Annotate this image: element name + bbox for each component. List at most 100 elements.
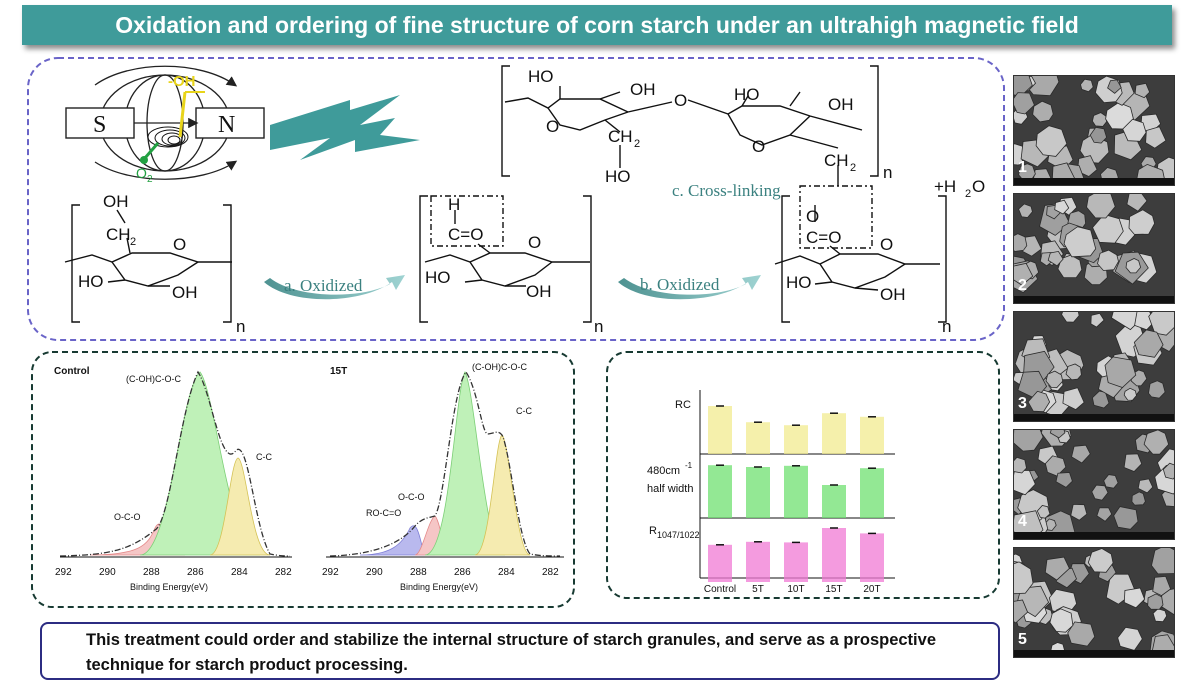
bar-1-Control bbox=[708, 465, 732, 518]
starch-granule bbox=[1070, 503, 1088, 521]
sem-scale-bar bbox=[1014, 650, 1174, 657]
top-ring-o-2: O bbox=[752, 137, 765, 156]
bar-0-15T bbox=[822, 413, 846, 454]
xps-15t-xlabel: Binding Energy(eV) bbox=[400, 582, 478, 592]
xps-15t-main-peak: (C-OH)C-O-C bbox=[472, 362, 527, 372]
ester-ho: HO bbox=[786, 273, 812, 292]
granule-texture bbox=[1014, 76, 1174, 185]
svg-text:2: 2 bbox=[965, 188, 971, 200]
xps-15t-tick-1: 290 bbox=[366, 567, 383, 578]
sem-scale-bar bbox=[1014, 178, 1174, 185]
sem-image-3: 3 bbox=[1013, 311, 1175, 422]
lightning-bolt-icon bbox=[270, 95, 420, 160]
xps-control-label: Control bbox=[54, 366, 90, 377]
starch-granule bbox=[1049, 608, 1074, 633]
starch-granule bbox=[1133, 329, 1164, 358]
xps-15t-tick-5: 282 bbox=[542, 567, 559, 578]
top-oh-1: OH bbox=[630, 80, 656, 99]
xps-control-tick-1: 290 bbox=[99, 567, 116, 578]
ester-c-double-o: C=O bbox=[806, 228, 841, 247]
starch-granule bbox=[1067, 621, 1096, 647]
scheme-border bbox=[27, 57, 1005, 341]
starch-granule bbox=[1125, 258, 1142, 274]
xps-15t-cc-peak: C-C bbox=[516, 406, 532, 416]
top-ho-3: HO bbox=[734, 85, 760, 104]
top-oh-2: OH bbox=[828, 95, 854, 114]
native-ring-o: O bbox=[173, 235, 186, 254]
starch-granule bbox=[1091, 484, 1109, 501]
starch-granule bbox=[1148, 312, 1174, 336]
starch-granule bbox=[1091, 112, 1108, 127]
xps-border bbox=[31, 351, 575, 608]
step-c-label: c. Cross-linking bbox=[672, 181, 781, 200]
starch-granule bbox=[1104, 356, 1137, 388]
starch-granule bbox=[1044, 556, 1070, 581]
sem-image-5: 5 bbox=[1013, 547, 1175, 658]
ester-ring-o: O bbox=[880, 235, 893, 254]
starch-granule bbox=[1014, 92, 1035, 115]
svg-text:2: 2 bbox=[850, 162, 856, 174]
starch-granule bbox=[1049, 430, 1066, 439]
svg-text:-1: -1 bbox=[685, 461, 693, 470]
xps-15t-tick-2: 288 bbox=[410, 567, 427, 578]
sem-scale-bar bbox=[1014, 414, 1174, 421]
starch-granule bbox=[1123, 587, 1146, 609]
granule-texture bbox=[1014, 194, 1174, 303]
sem-image-2: 2 bbox=[1013, 193, 1175, 304]
xps-control-main-peak: (C-OH)C-O-C bbox=[126, 374, 181, 384]
starch-granule bbox=[1014, 233, 1028, 252]
granule-texture bbox=[1014, 548, 1174, 657]
bar-1-20T bbox=[860, 468, 884, 518]
water-label: +H bbox=[934, 177, 956, 196]
starch-granule bbox=[1063, 226, 1097, 258]
starch-granule bbox=[1055, 472, 1073, 488]
starch-granule bbox=[1087, 548, 1114, 573]
sem-number-5: 5 bbox=[1018, 631, 1027, 648]
starch-granule bbox=[1148, 380, 1166, 399]
xps-15t-plot: 15T (C-OH)C-O-C C-C O-C-O RO-C=O 292 290… bbox=[322, 362, 564, 592]
native-ch2: CH bbox=[106, 225, 131, 244]
starch-granule bbox=[1047, 250, 1064, 267]
xps-control-tick-3: 286 bbox=[187, 567, 204, 578]
bar-2-5T bbox=[746, 541, 770, 582]
bar-chart-panel: RC 480cm -1 half width R 1047/1022 Contr… bbox=[606, 351, 1000, 599]
starch-granule bbox=[1143, 430, 1170, 455]
sem-image-4: 4 bbox=[1013, 429, 1175, 540]
starch-granule bbox=[1090, 312, 1105, 328]
starch-granule bbox=[1062, 387, 1085, 411]
native-ho: HO bbox=[78, 272, 104, 291]
ester-o: O bbox=[806, 207, 819, 226]
starch-granule bbox=[1092, 213, 1124, 244]
starch-granule bbox=[1061, 312, 1080, 323]
xps-15t-roco-peak: RO-C=O bbox=[366, 508, 401, 518]
starch-granule bbox=[1077, 155, 1098, 177]
starch-granule bbox=[1057, 254, 1083, 279]
xps-15t-tick-0: 292 bbox=[322, 567, 339, 578]
conclusion-text: This treatment could order and stabilize… bbox=[86, 631, 936, 674]
starch-granule bbox=[1014, 561, 1034, 595]
top-ch2-1: CH bbox=[608, 127, 633, 146]
starch-granule bbox=[1131, 491, 1146, 506]
halfwidth-axis-label-2: half width bbox=[647, 483, 693, 495]
starch-granule bbox=[1086, 194, 1116, 219]
reaction-scheme-panel: S N -OH O 2 HO bbox=[27, 57, 1005, 341]
xps-15t-tick-4: 284 bbox=[498, 567, 515, 578]
sem-number-4: 4 bbox=[1018, 513, 1027, 530]
starch-granule bbox=[1080, 78, 1094, 93]
bar-1-10T bbox=[784, 465, 808, 518]
ester-oh: OH bbox=[880, 285, 906, 304]
starch-granule bbox=[1137, 478, 1154, 494]
starch-granule bbox=[1097, 249, 1119, 271]
top-ch2-2: CH bbox=[824, 151, 849, 170]
starch-granule bbox=[1147, 593, 1164, 610]
oxidized-arrow-b bbox=[618, 275, 761, 300]
native-oh-primary: OH bbox=[103, 192, 129, 211]
starch-granule bbox=[1045, 370, 1064, 389]
aldehyde-h: H bbox=[448, 195, 460, 214]
conclusion-box: This treatment could order and stabilize… bbox=[40, 622, 1000, 680]
step-a-label: a. Oxidized bbox=[284, 276, 363, 295]
starch-granule bbox=[1054, 199, 1070, 215]
aldehyde-n: n bbox=[594, 317, 603, 336]
x-tick-20T: 20T bbox=[863, 584, 880, 595]
xps-control-cc-peak: C-C bbox=[256, 452, 272, 462]
